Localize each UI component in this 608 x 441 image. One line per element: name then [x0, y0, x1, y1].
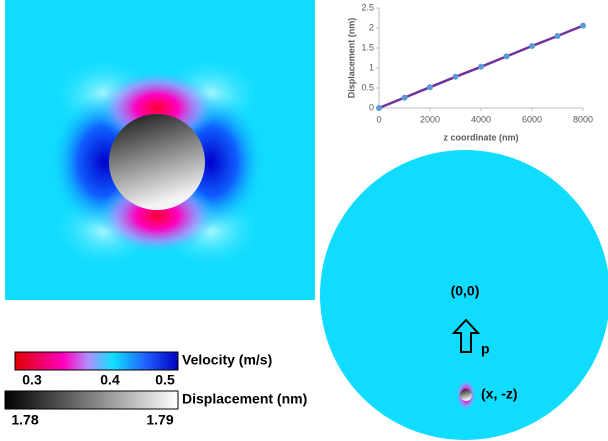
y-axis-title: Displacement (nm) [346, 18, 356, 99]
velocity-colorbar [15, 352, 178, 370]
y-tick-label: 2.5 [361, 2, 374, 12]
line-chart: Displacement (nm) z coordinate (nm) 0 0.5… [346, 2, 593, 142]
data-point [453, 74, 459, 80]
colorbar-tick: 0.5 [155, 372, 175, 388]
force-label: p [481, 341, 490, 357]
data-point [427, 84, 433, 90]
data-point [478, 64, 484, 70]
x-tick-label: 0 [376, 114, 381, 124]
data-point [504, 53, 510, 59]
y-tick-label: 0 [369, 102, 374, 112]
displacement-colorbar [5, 391, 178, 409]
colorbar-tick: 1.78 [11, 412, 38, 428]
colorbar-tick: 0.4 [100, 372, 120, 388]
x-tick-label: 8000 [573, 114, 593, 124]
particle-label: (x, -z) [481, 386, 518, 402]
data-point [529, 43, 535, 49]
colorbars: Velocity (m/s) 0.3 0.4 0.5 Displacement … [5, 352, 307, 428]
colorbar-tick: 1.79 [146, 412, 173, 428]
colorbar-tick: 0.3 [22, 372, 42, 388]
domain-diagram: (0,0) p (x, -z) [320, 150, 608, 440]
y-tick-label: 1.5 [361, 42, 374, 52]
origin-label: (0,0) [451, 283, 480, 299]
colorbar-label: Displacement (nm) [182, 391, 307, 407]
data-point [555, 33, 561, 39]
x-axis-title: z coordinate (nm) [443, 132, 518, 142]
velocity-field [5, 0, 315, 300]
figure: Velocity (m/s) 0.3 0.4 0.5 Displacement … [0, 0, 608, 441]
x-tick-label: 4000 [471, 114, 491, 124]
data-point [580, 23, 586, 29]
colorbar-label: Velocity (m/s) [182, 352, 272, 368]
y-tick-label: 0.5 [361, 82, 374, 92]
data-point [402, 95, 408, 101]
data-point [376, 105, 382, 111]
y-tick-label: 1 [369, 62, 374, 72]
x-tick-label: 2000 [420, 114, 440, 124]
y-tick-label: 2 [369, 22, 374, 32]
x-tick-label: 6000 [522, 114, 542, 124]
